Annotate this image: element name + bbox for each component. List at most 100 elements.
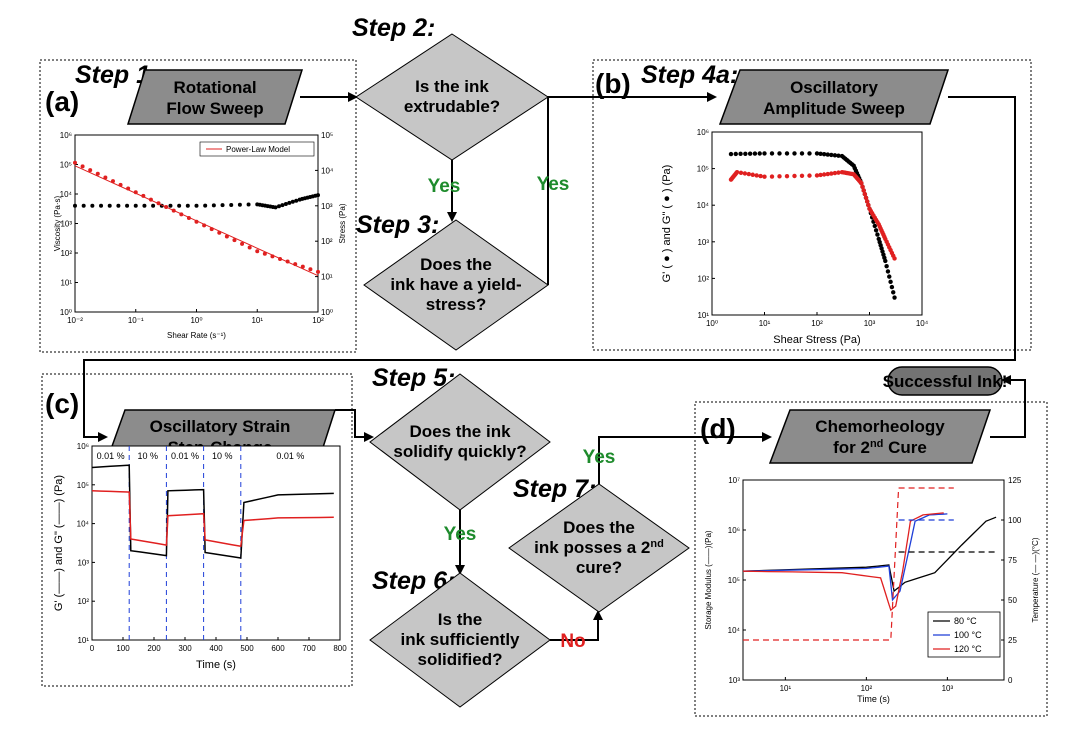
- x-axis-label: Shear Stress (Pa): [773, 334, 860, 346]
- modulus-line: [742, 516, 997, 593]
- success-label: Successful Ink!: [883, 372, 1008, 391]
- x-tick-label: 400: [209, 644, 223, 653]
- viscosity-point: [262, 251, 267, 256]
- g-double-prime-point: [750, 172, 755, 177]
- yes-label-step3: Yes: [537, 174, 570, 195]
- y-tick-label: 10³: [60, 220, 72, 229]
- x-tick-label: 10²: [811, 319, 823, 328]
- g-double-prime-point: [742, 171, 748, 176]
- y-tick-label: 10¹: [77, 636, 89, 645]
- rotational-flow-sweep-box: Rotational Flow Sweep: [126, 69, 304, 125]
- y-tick-label: 10⁶: [60, 131, 72, 140]
- y-axis-label-left: Viscosity (Pa·s): [53, 195, 62, 251]
- y-tick-label: 10⁵: [697, 165, 709, 174]
- stress-point: [290, 199, 295, 204]
- stress-point: [273, 205, 278, 210]
- g-prime-point: [872, 223, 877, 229]
- y-tick-label-right: 0: [1008, 676, 1013, 685]
- box-line-part: for 2: [833, 438, 870, 457]
- stress-point: [283, 202, 288, 207]
- g-prime-point: [832, 153, 838, 158]
- panel-d-label: (d): [700, 413, 736, 444]
- viscosity-point: [73, 160, 77, 165]
- yes-label-step7: Yes: [583, 447, 616, 468]
- viscosity-point: [80, 164, 85, 169]
- g-double-prime-point: [769, 174, 775, 179]
- yes-label-step5: Yes: [444, 524, 477, 545]
- chart-c: 0 100 200 300 400 500 600 700 800 10¹ 10² 10³ 10⁴ 10⁵…: [53, 442, 347, 671]
- y-tick-label: 10⁰: [321, 308, 333, 317]
- y-axis-label-right: Temperature (— —)(°C): [1031, 537, 1040, 622]
- oscillatory-amplitude-sweep-box: Oscillatory Amplitude Sweep: [718, 69, 950, 125]
- y-tick-label: 10⁴: [60, 190, 73, 199]
- x-tick-label: 600: [271, 644, 285, 653]
- g-double-prime-point: [758, 173, 763, 179]
- stress-point: [125, 203, 130, 208]
- y-tick-label-right: 50: [1008, 596, 1017, 605]
- legend-label: 120 °C: [954, 644, 982, 654]
- g-double-prime-point: [818, 172, 823, 178]
- g-double-prime-point: [863, 195, 869, 200]
- decision-line: ink sufficiently: [400, 630, 520, 649]
- viscosity-point: [300, 264, 305, 269]
- g-double-prime-point: [738, 170, 744, 176]
- g-double-prime-point: [792, 173, 797, 179]
- g-prime-point: [873, 228, 879, 233]
- g-double-prime-point: [762, 174, 767, 179]
- stress-point: [229, 202, 234, 207]
- y-tick-label: 10¹: [60, 279, 72, 288]
- stress-point: [168, 203, 173, 208]
- stress-point: [177, 203, 182, 208]
- extrudable-decision: Is the ink extrudable?: [355, 33, 549, 161]
- x-tick-label: 10¹: [780, 684, 792, 693]
- stress-point: [73, 203, 77, 208]
- g-prime-point: [738, 151, 743, 157]
- no-label-step6: No: [560, 631, 585, 652]
- decision-line-part: ink posses a 2: [534, 538, 650, 557]
- decision-line: ink posses a 2nd: [534, 538, 664, 557]
- decision-line: Does the ink: [409, 422, 511, 441]
- step-2-label: Step 2:: [352, 14, 435, 42]
- y-tick-label: 10⁷: [728, 476, 740, 485]
- yield-stress-decision: Does the ink have a yield- stress?: [363, 219, 549, 351]
- g-prime-point: [818, 151, 823, 156]
- decision-line: cure?: [576, 558, 622, 577]
- viscosity-point: [232, 238, 237, 243]
- panel-c-frame: [41, 373, 353, 687]
- viscosity-point: [95, 171, 100, 176]
- g-prime-point: [889, 284, 895, 290]
- g-prime-point: [762, 151, 767, 156]
- g-prime-point: [821, 151, 827, 157]
- box-line: for 2nd Cure: [833, 438, 927, 457]
- y-tick-label: 10⁶: [77, 442, 89, 451]
- y-tick-label-right: 100: [1008, 516, 1022, 525]
- x-tick-label: 700: [302, 644, 316, 653]
- g-double-prime-point: [836, 170, 841, 175]
- chemorheology-box: Chemorheology for 2nd Cure: [768, 409, 992, 464]
- yes-label-step2: Yes: [428, 176, 461, 197]
- g-double-prime-point: [829, 171, 834, 176]
- g-double-prime-point: [862, 191, 868, 197]
- g-double-prime-point: [799, 173, 805, 179]
- decision-line: extrudable?: [404, 97, 500, 116]
- g-prime-point: [884, 263, 889, 269]
- decision-line: Is the: [438, 610, 482, 629]
- y-tick-label: 10³: [77, 558, 89, 567]
- stress-point: [294, 198, 299, 203]
- g-prime-point: [757, 151, 762, 156]
- step-5-label: Step 5:: [372, 364, 455, 392]
- stress-point: [287, 200, 292, 205]
- g-prime-point: [807, 151, 812, 156]
- power-law-line: [74, 165, 319, 277]
- y-tick-label: 10³: [728, 676, 740, 685]
- g-double-prime-point: [859, 180, 864, 186]
- box-line: Oscillatory Strain: [150, 417, 291, 436]
- g-prime-point: [733, 151, 738, 157]
- g-double-prime-point: [866, 202, 871, 208]
- x-tick-label: 300: [178, 644, 192, 653]
- x-tick-label: 10⁰: [706, 319, 718, 328]
- y-tick-label: 10³: [321, 202, 333, 211]
- y-tick-label: 10⁴: [321, 166, 334, 175]
- y-tick-label-right: 75: [1008, 556, 1017, 565]
- x-tick-label: 100: [116, 644, 130, 653]
